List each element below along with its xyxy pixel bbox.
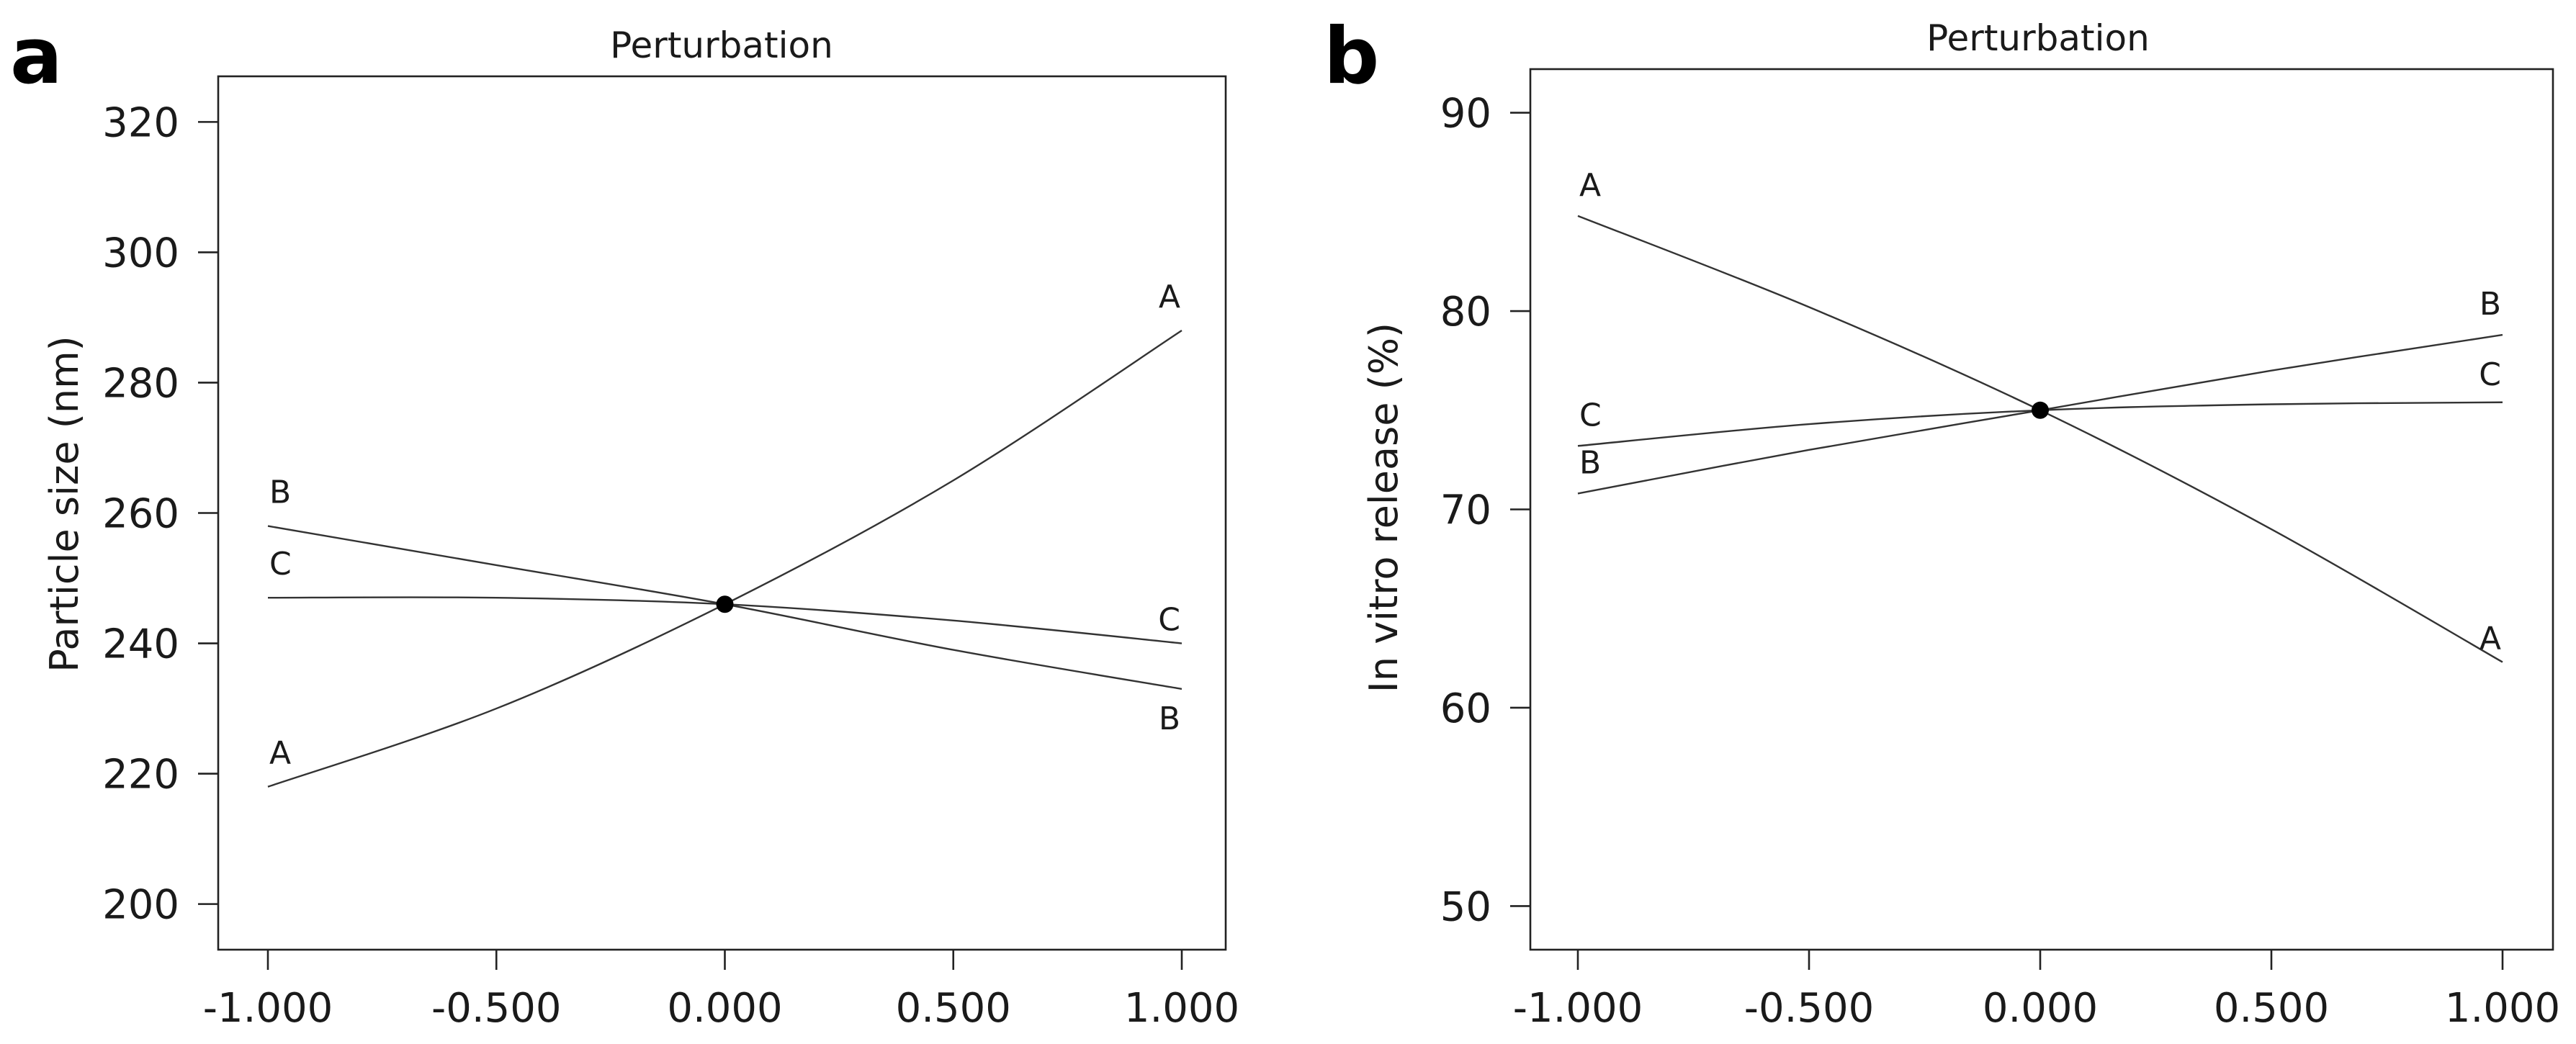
y-ticks-a: 200 220 240 260 280 300 320 (102, 99, 218, 929)
x-tick-label: 0.000 (667, 985, 782, 1032)
x-tick-label: -0.500 (1744, 985, 1875, 1032)
series-label-start-b: B (1579, 444, 1601, 481)
y-tick-label: 60 (1440, 685, 1491, 732)
y-tick-label: 220 (102, 752, 179, 798)
panel-letter-b: b (1324, 12, 1379, 102)
reference-point (2032, 401, 2049, 419)
y-tick-label: 240 (102, 621, 179, 668)
series-label-end-b: B (2479, 286, 2501, 323)
series-line-a (267, 330, 1182, 788)
x-tick-label: 0.500 (2214, 985, 2329, 1032)
y-axis-label-b: In vitro release (%) (1361, 323, 1406, 693)
x-tick-label: 1.000 (1124, 985, 1239, 1032)
x-tick-label: 1.000 (2445, 985, 2560, 1032)
x-tick-label: 0.000 (1983, 985, 2098, 1032)
y-tick-label: 260 (102, 491, 179, 538)
series-label-end-b: B (1159, 701, 1180, 737)
x-ticks-b: -1.000 -0.500 0.000 0.500 1.000 (1513, 950, 2560, 1032)
series-line-a (1577, 215, 2503, 663)
y-tick-label: 200 (102, 882, 179, 929)
series-label-end-c: C (2479, 356, 2501, 393)
y-tick-label: 80 (1440, 289, 1491, 336)
x-tick-label: 0.500 (896, 985, 1011, 1032)
y-axis-label-a: Particle size (nm) (42, 336, 87, 672)
panel-a: a Perturbation Particle size (nm) 200 220… (10, 12, 1239, 1032)
y-tick-label: 280 (102, 360, 179, 407)
y-tick-label: 300 (102, 230, 179, 276)
panel-letter-a: a (10, 12, 63, 102)
y-ticks-b: 50 60 70 80 90 (1440, 91, 1530, 930)
y-tick-label: 70 (1440, 487, 1491, 534)
plot-frame-a (217, 75, 1227, 951)
plot-frame-b (1529, 68, 2554, 951)
y-tick-label: 90 (1440, 91, 1491, 138)
series-label-end-a: A (1159, 279, 1180, 315)
x-tick-label: -0.500 (431, 985, 562, 1032)
series-label-end-a: A (2479, 621, 2501, 657)
x-ticks-a: -1.000 -0.500 0.000 0.500 1.000 (203, 950, 1239, 1032)
reference-point (716, 595, 734, 613)
series-label-start-b: B (269, 474, 291, 511)
panel-b: b Perturbation In vitro release (%) 50 60… (1324, 12, 2560, 1032)
series-label-start-c: C (1579, 397, 1602, 433)
x-tick-label: -1.000 (203, 985, 333, 1032)
series-label-start-c: C (269, 546, 292, 582)
x-tick-label: -1.000 (1513, 985, 1643, 1032)
chart-title-a: Perturbation (610, 24, 833, 66)
y-tick-label: 50 (1440, 883, 1491, 930)
series-label-start-a: A (1579, 167, 1601, 204)
y-tick-label: 320 (102, 99, 179, 146)
series-label-start-a: A (269, 735, 291, 772)
chart-title-b: Perturbation (1926, 17, 2150, 59)
series-label-end-c: C (1158, 602, 1180, 639)
